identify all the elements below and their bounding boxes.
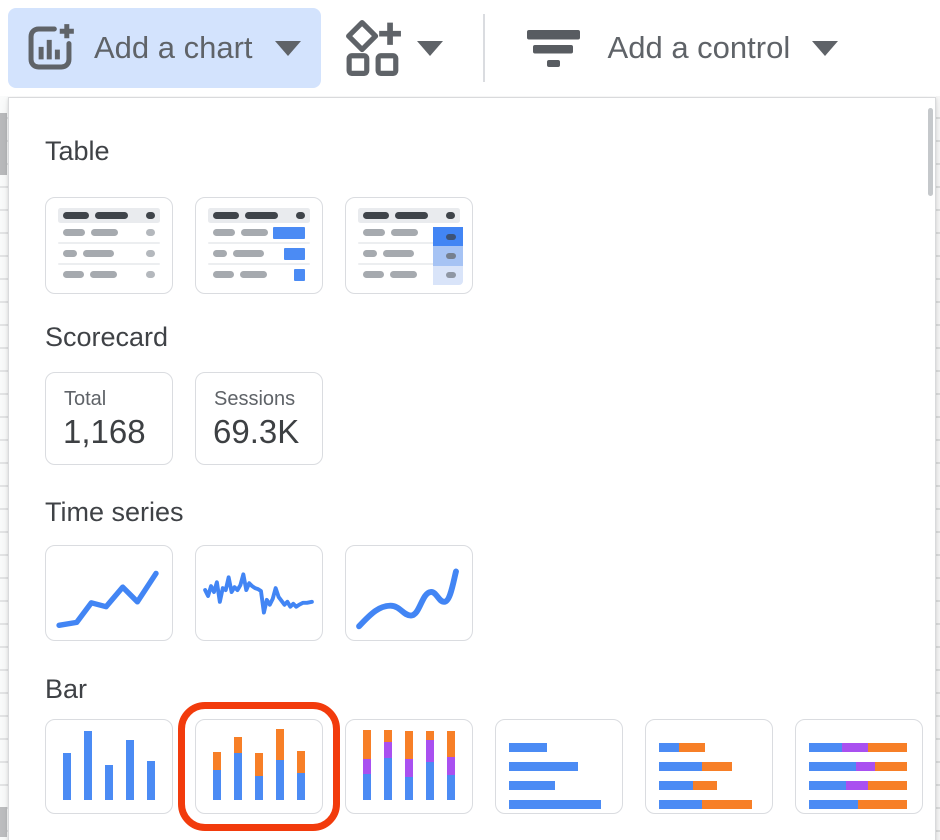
add-chart-icon — [28, 24, 74, 70]
chart-type-table-with-heatmap[interactable] — [345, 197, 473, 294]
right-canvas-edge — [936, 96, 940, 840]
section-title-scorecard: Scorecard — [45, 322, 169, 352]
add-community-visual-button[interactable] — [335, 8, 453, 88]
chart-type-stacked-column-100[interactable] — [345, 719, 473, 814]
chevron-down-icon — [812, 40, 839, 56]
scorecard-value: 69.3K — [213, 413, 300, 450]
bar-chart-options — [45, 702, 923, 831]
section-title-time-series: Time series — [45, 497, 184, 527]
add-chart-label: Add a chart — [94, 30, 253, 65]
filter-icon — [526, 29, 580, 67]
chevron-down-icon — [274, 40, 301, 56]
chart-type-bar-chart[interactable] — [495, 719, 623, 814]
ruler-segment — [0, 113, 7, 175]
chart-type-column-chart[interactable] — [45, 719, 173, 814]
chart-type-stacked-bar-chart[interactable] — [645, 719, 773, 814]
chart-type-smoothed-time-series[interactable] — [345, 545, 473, 641]
add-a-chart-button[interactable]: Add a chart — [8, 8, 321, 88]
table-preview — [358, 208, 463, 285]
chart-type-time-series[interactable] — [45, 545, 173, 641]
scorecard-label: Total — [64, 388, 107, 410]
scorecard-value: 1,168 — [63, 413, 146, 450]
chart-type-stacked-column-chart[interactable] — [178, 702, 340, 831]
section-title-table: Table — [45, 136, 110, 166]
table-chart-options — [45, 197, 473, 294]
chart-type-stacked-bar-100[interactable] — [795, 719, 923, 814]
line-preview — [56, 570, 159, 629]
chart-type-scorecard-sessions[interactable]: Sessions 69.3K — [195, 372, 323, 465]
section-title-bar: Bar — [45, 674, 88, 704]
community-visuals-icon — [345, 20, 401, 76]
ruler-segment — [0, 807, 7, 837]
add-a-control-button[interactable]: Add a control — [513, 8, 853, 88]
chart-type-scorecard-total[interactable]: Total 1,168 — [45, 372, 173, 465]
column-preview — [346, 730, 472, 800]
line-preview — [356, 568, 459, 630]
add-control-label: Add a control — [607, 30, 791, 65]
table-preview — [58, 208, 160, 284]
chart-type-sparkline[interactable] — [195, 545, 323, 641]
toolbar: Add a chart Add a control — [0, 0, 940, 96]
chart-type-table-with-bars[interactable] — [195, 197, 323, 294]
chart-type-table[interactable] — [45, 197, 173, 294]
toolbar-divider — [482, 14, 485, 82]
bar-preview — [809, 743, 909, 809]
left-canvas-ruler — [0, 96, 8, 840]
scrollbar[interactable] — [928, 108, 933, 196]
column-preview — [196, 729, 322, 800]
bar-preview — [659, 743, 759, 809]
scorecard-options: Total 1,168 Sessions 69.3K — [45, 372, 323, 465]
scorecard-label: Sessions — [214, 388, 296, 410]
table-preview — [208, 208, 310, 284]
time-series-options — [45, 545, 473, 641]
line-preview — [203, 572, 314, 615]
heatmap-column — [433, 227, 463, 285]
bar-preview — [509, 743, 609, 809]
column-preview — [46, 731, 172, 800]
chart-picker-menu: Table Scorecard Total 1,168 Sessions 69.3K … — [8, 97, 936, 840]
chevron-down-icon — [416, 40, 443, 56]
